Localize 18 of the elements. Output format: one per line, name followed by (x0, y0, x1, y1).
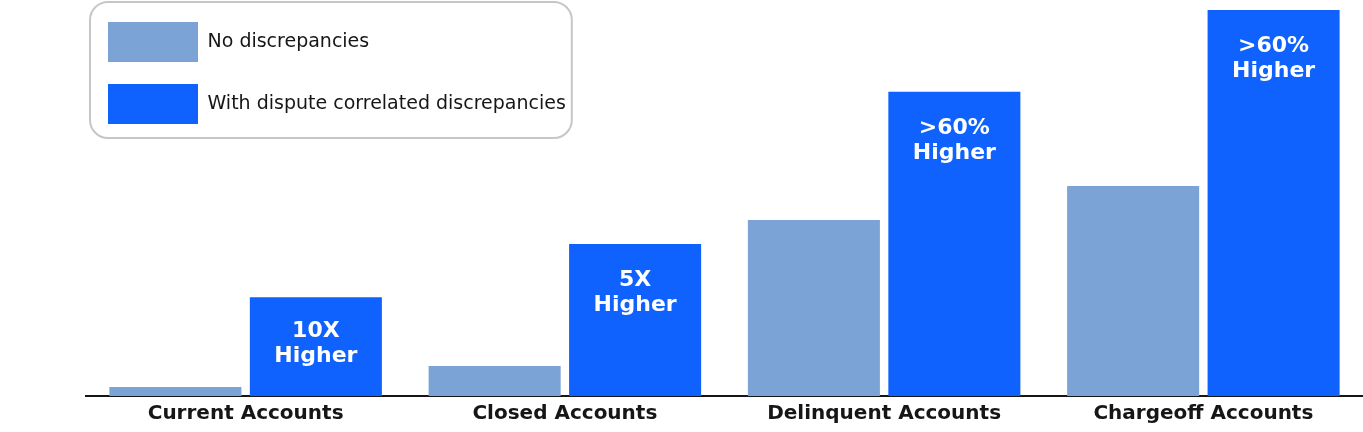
annotation: >60% Higher (1232, 31, 1316, 82)
bar (109, 387, 242, 396)
bar (747, 219, 880, 396)
x-tick-label: Delinquent Accounts (767, 400, 1002, 425)
bar (569, 243, 702, 396)
bar (888, 91, 1021, 396)
annotation: 10X Higher (274, 317, 358, 368)
annotation: 5X Higher (593, 265, 677, 316)
bar (1207, 10, 1340, 396)
bar (249, 297, 382, 396)
legend-label: No discrepancies (207, 28, 370, 51)
x-tick-label: Closed Accounts (472, 400, 658, 425)
x-tick-label: Current Accounts (147, 400, 344, 425)
bar (428, 365, 561, 396)
bar (1067, 186, 1200, 396)
legend-label: With dispute correlated discrepancies (207, 90, 566, 113)
annotation: >60% Higher (912, 113, 997, 164)
x-tick-label: Chargeoff Accounts (1093, 400, 1314, 425)
